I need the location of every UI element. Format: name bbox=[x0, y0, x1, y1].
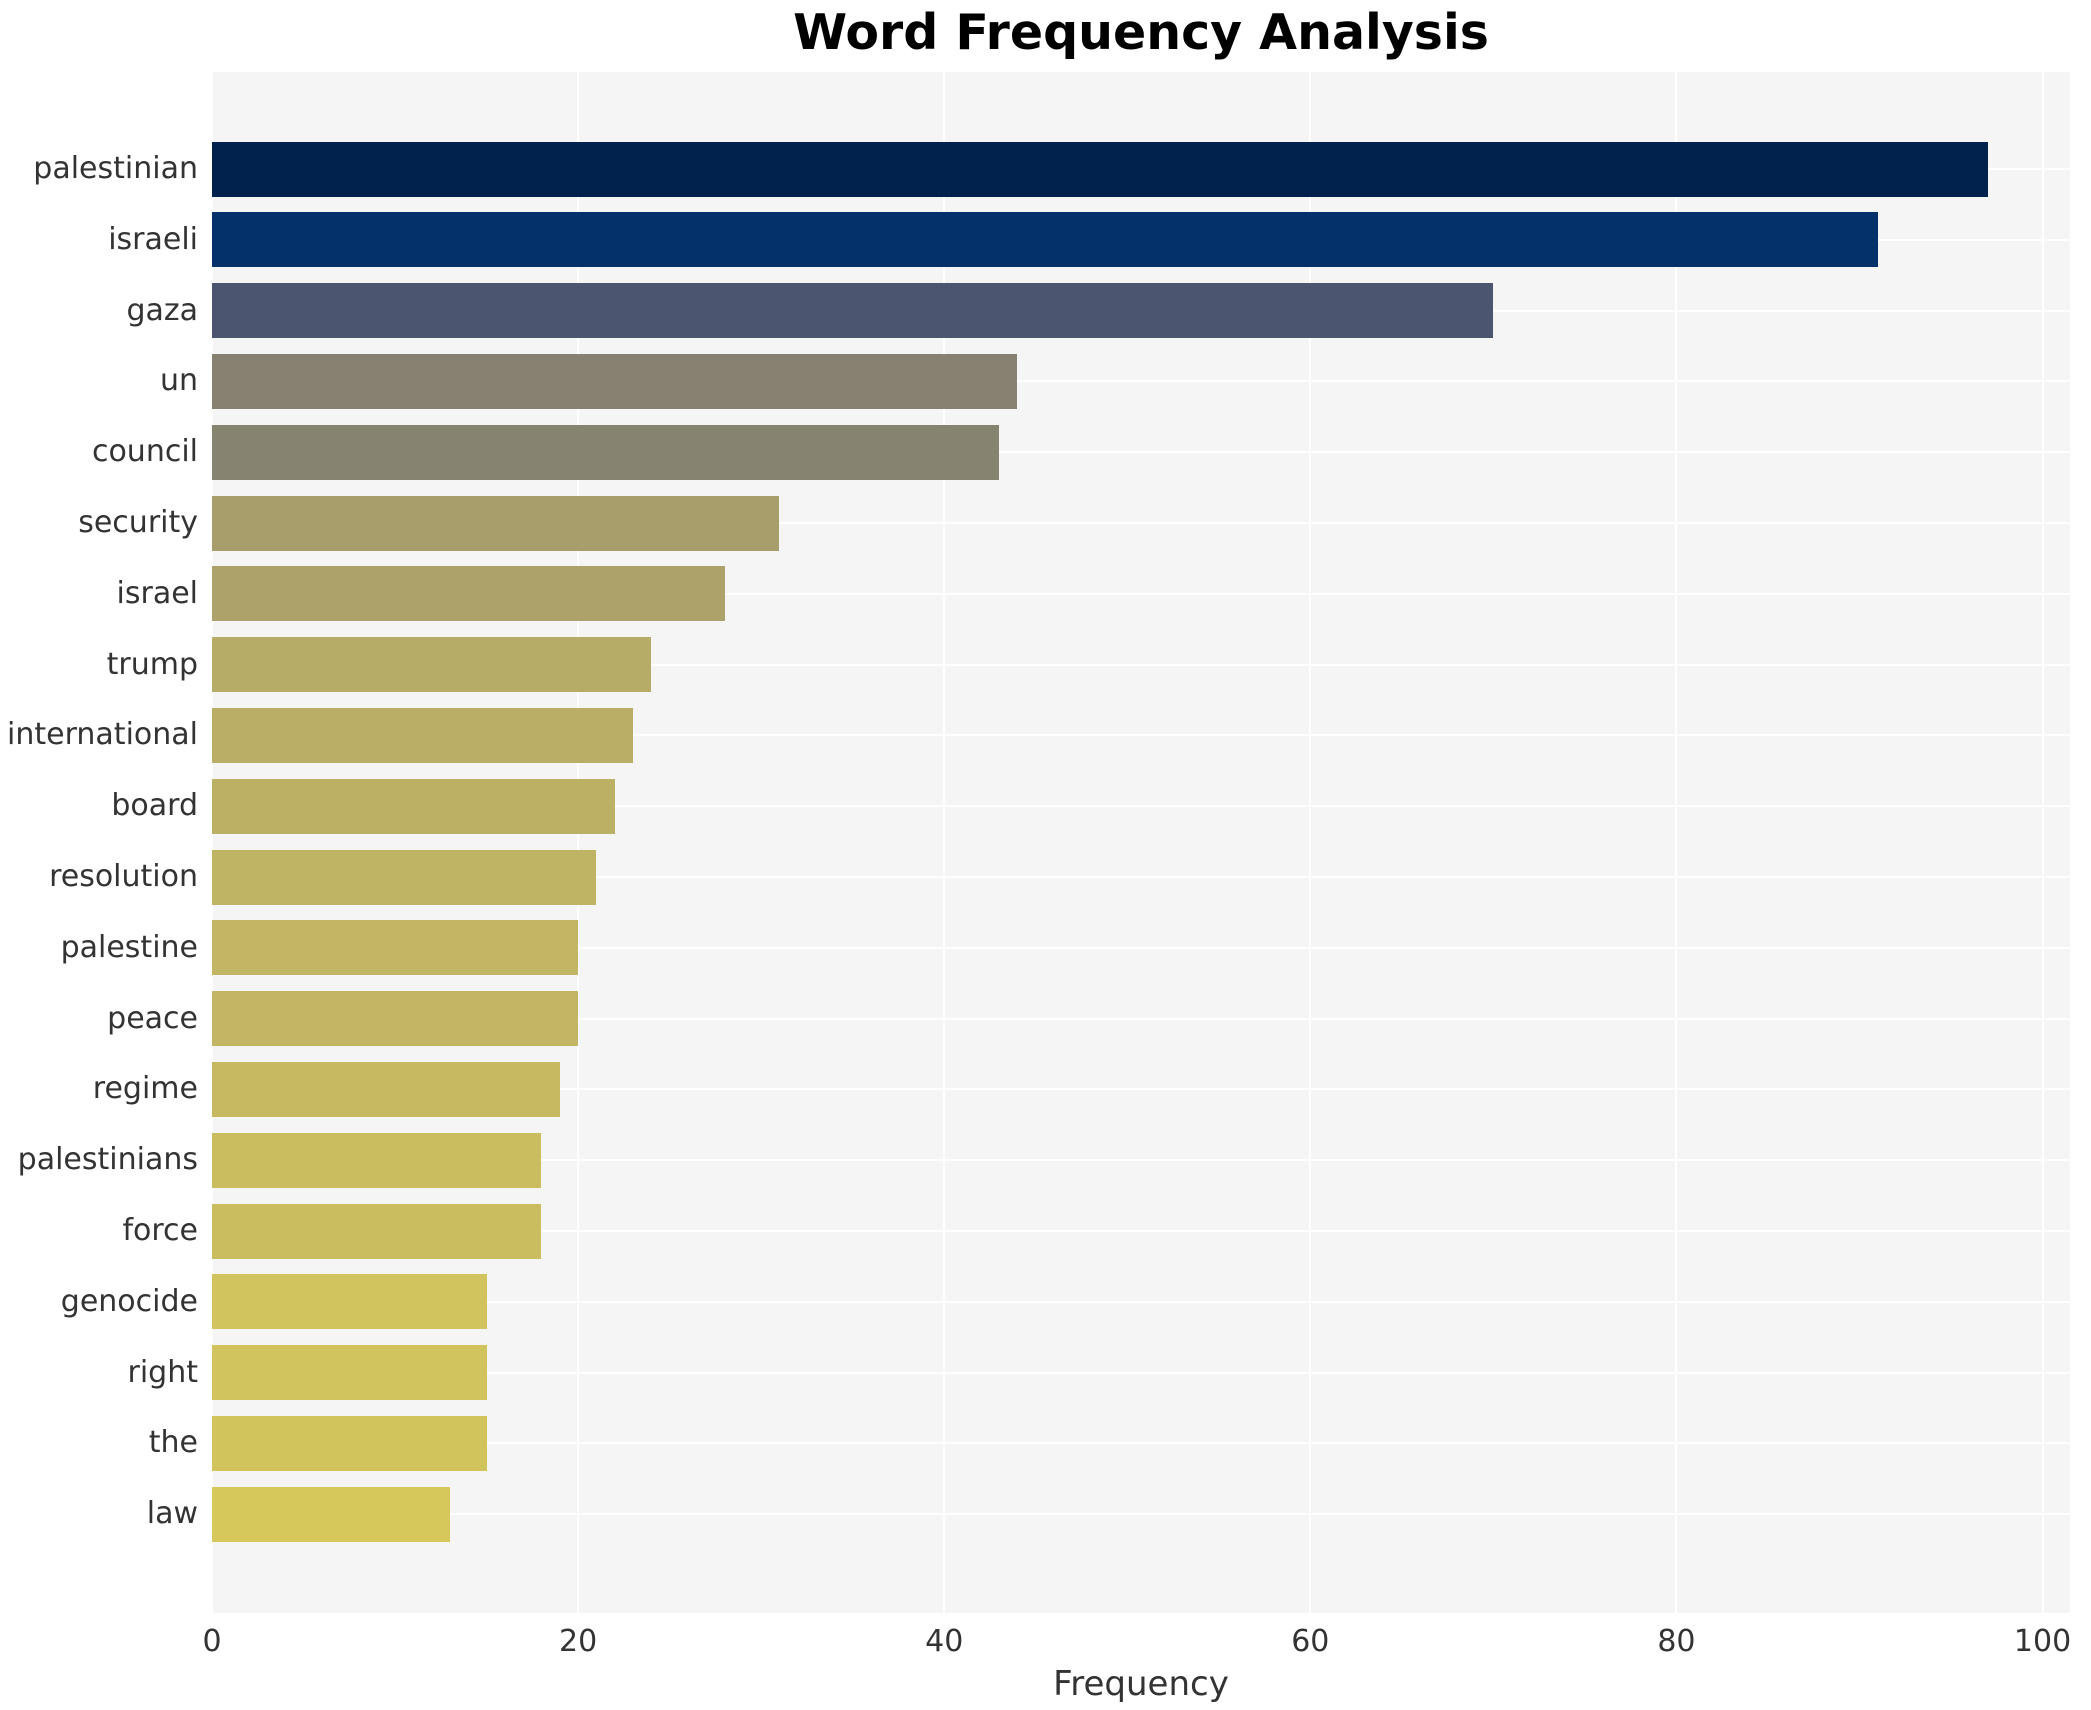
y-tick-label-israeli: israeli bbox=[108, 221, 198, 257]
y-gridline bbox=[212, 380, 2070, 383]
x-gridline bbox=[1675, 72, 1678, 1613]
y-tick-label-palestinians: palestinians bbox=[17, 1142, 198, 1178]
y-tick-label-gaza: gaza bbox=[126, 292, 198, 328]
y-tick-label-the: the bbox=[148, 1425, 198, 1461]
y-gridline bbox=[212, 451, 2070, 454]
y-tick-label-palestinian: palestinian bbox=[33, 151, 198, 186]
y-gridline bbox=[212, 1230, 2070, 1232]
bar-palestinians bbox=[212, 1132, 542, 1188]
y-gridline bbox=[212, 876, 2070, 878]
bar-the bbox=[212, 1415, 487, 1471]
bar-council bbox=[212, 424, 1000, 480]
y-gridline bbox=[212, 522, 2070, 524]
bar-peace bbox=[212, 991, 579, 1047]
y-gridline bbox=[212, 1300, 2070, 1303]
y-gridline bbox=[212, 592, 2070, 595]
y-tick-label-peace: peace bbox=[107, 1000, 198, 1036]
bar-trump bbox=[212, 637, 652, 693]
y-tick-label-palestine: palestine bbox=[60, 929, 198, 965]
x-axis-label: Frequency bbox=[1053, 1664, 1229, 1704]
bar-international bbox=[212, 707, 634, 763]
bar-genocide bbox=[212, 1274, 487, 1330]
x-tick-label-100: 100 bbox=[2013, 1624, 2072, 1659]
y-tick-label-un: un bbox=[159, 363, 198, 399]
y-gridline bbox=[212, 663, 2070, 666]
y-tick-label-regime: regime bbox=[92, 1071, 198, 1107]
y-gridline bbox=[212, 1017, 2070, 1020]
y-gridline bbox=[212, 1159, 2070, 1162]
bar-regime bbox=[212, 1061, 560, 1117]
x-tick-label-0: 0 bbox=[202, 1624, 222, 1659]
x-gridline bbox=[577, 72, 580, 1613]
x-tick-label-40: 40 bbox=[925, 1624, 964, 1659]
y-gridline bbox=[212, 734, 2070, 737]
y-tick-label-law: law bbox=[146, 1496, 198, 1532]
bar-gaza bbox=[212, 283, 1494, 339]
bar-israel bbox=[212, 566, 725, 622]
bar-resolution bbox=[212, 849, 597, 905]
x-gridline bbox=[211, 72, 213, 1613]
bar-force bbox=[212, 1203, 542, 1259]
y-tick-label-international: international bbox=[7, 717, 198, 753]
bar-israeli bbox=[212, 212, 1878, 268]
y-gridline bbox=[212, 1088, 2070, 1091]
y-gridline bbox=[212, 946, 2070, 949]
y-gridline bbox=[212, 1513, 2070, 1516]
chart-title: Word Frequency Analysis bbox=[793, 4, 1489, 61]
y-tick-label-board: board bbox=[111, 788, 198, 824]
bar-law bbox=[212, 1486, 450, 1542]
y-tick-label-security: security bbox=[78, 505, 198, 540]
y-gridline bbox=[212, 1442, 2070, 1445]
bar-board bbox=[212, 778, 615, 834]
bar-palestine bbox=[212, 920, 579, 976]
x-tick-label-60: 60 bbox=[1291, 1624, 1330, 1659]
y-tick-label-right: right bbox=[127, 1354, 199, 1390]
x-gridline bbox=[2041, 72, 2044, 1613]
x-tick-label-20: 20 bbox=[559, 1624, 598, 1659]
y-tick-label-trump: trump bbox=[106, 646, 198, 682]
y-tick-label-council: council bbox=[91, 434, 198, 470]
plot-area bbox=[211, 72, 2070, 1613]
y-gridline bbox=[212, 805, 2070, 808]
y-tick-label-genocide: genocide bbox=[60, 1283, 198, 1319]
bar-right bbox=[212, 1345, 487, 1401]
x-gridline bbox=[1309, 72, 1312, 1613]
y-gridline bbox=[212, 1371, 2070, 1374]
y-tick-label-resolution: resolution bbox=[49, 859, 198, 894]
bar-security bbox=[212, 495, 780, 551]
x-tick-label-80: 80 bbox=[1657, 1624, 1696, 1659]
y-tick-label-israel: israel bbox=[116, 575, 198, 611]
bar-palestinian bbox=[212, 141, 1988, 197]
y-tick-label-force: force bbox=[122, 1213, 198, 1248]
x-gridline bbox=[943, 72, 946, 1613]
bar-un bbox=[212, 353, 1018, 409]
